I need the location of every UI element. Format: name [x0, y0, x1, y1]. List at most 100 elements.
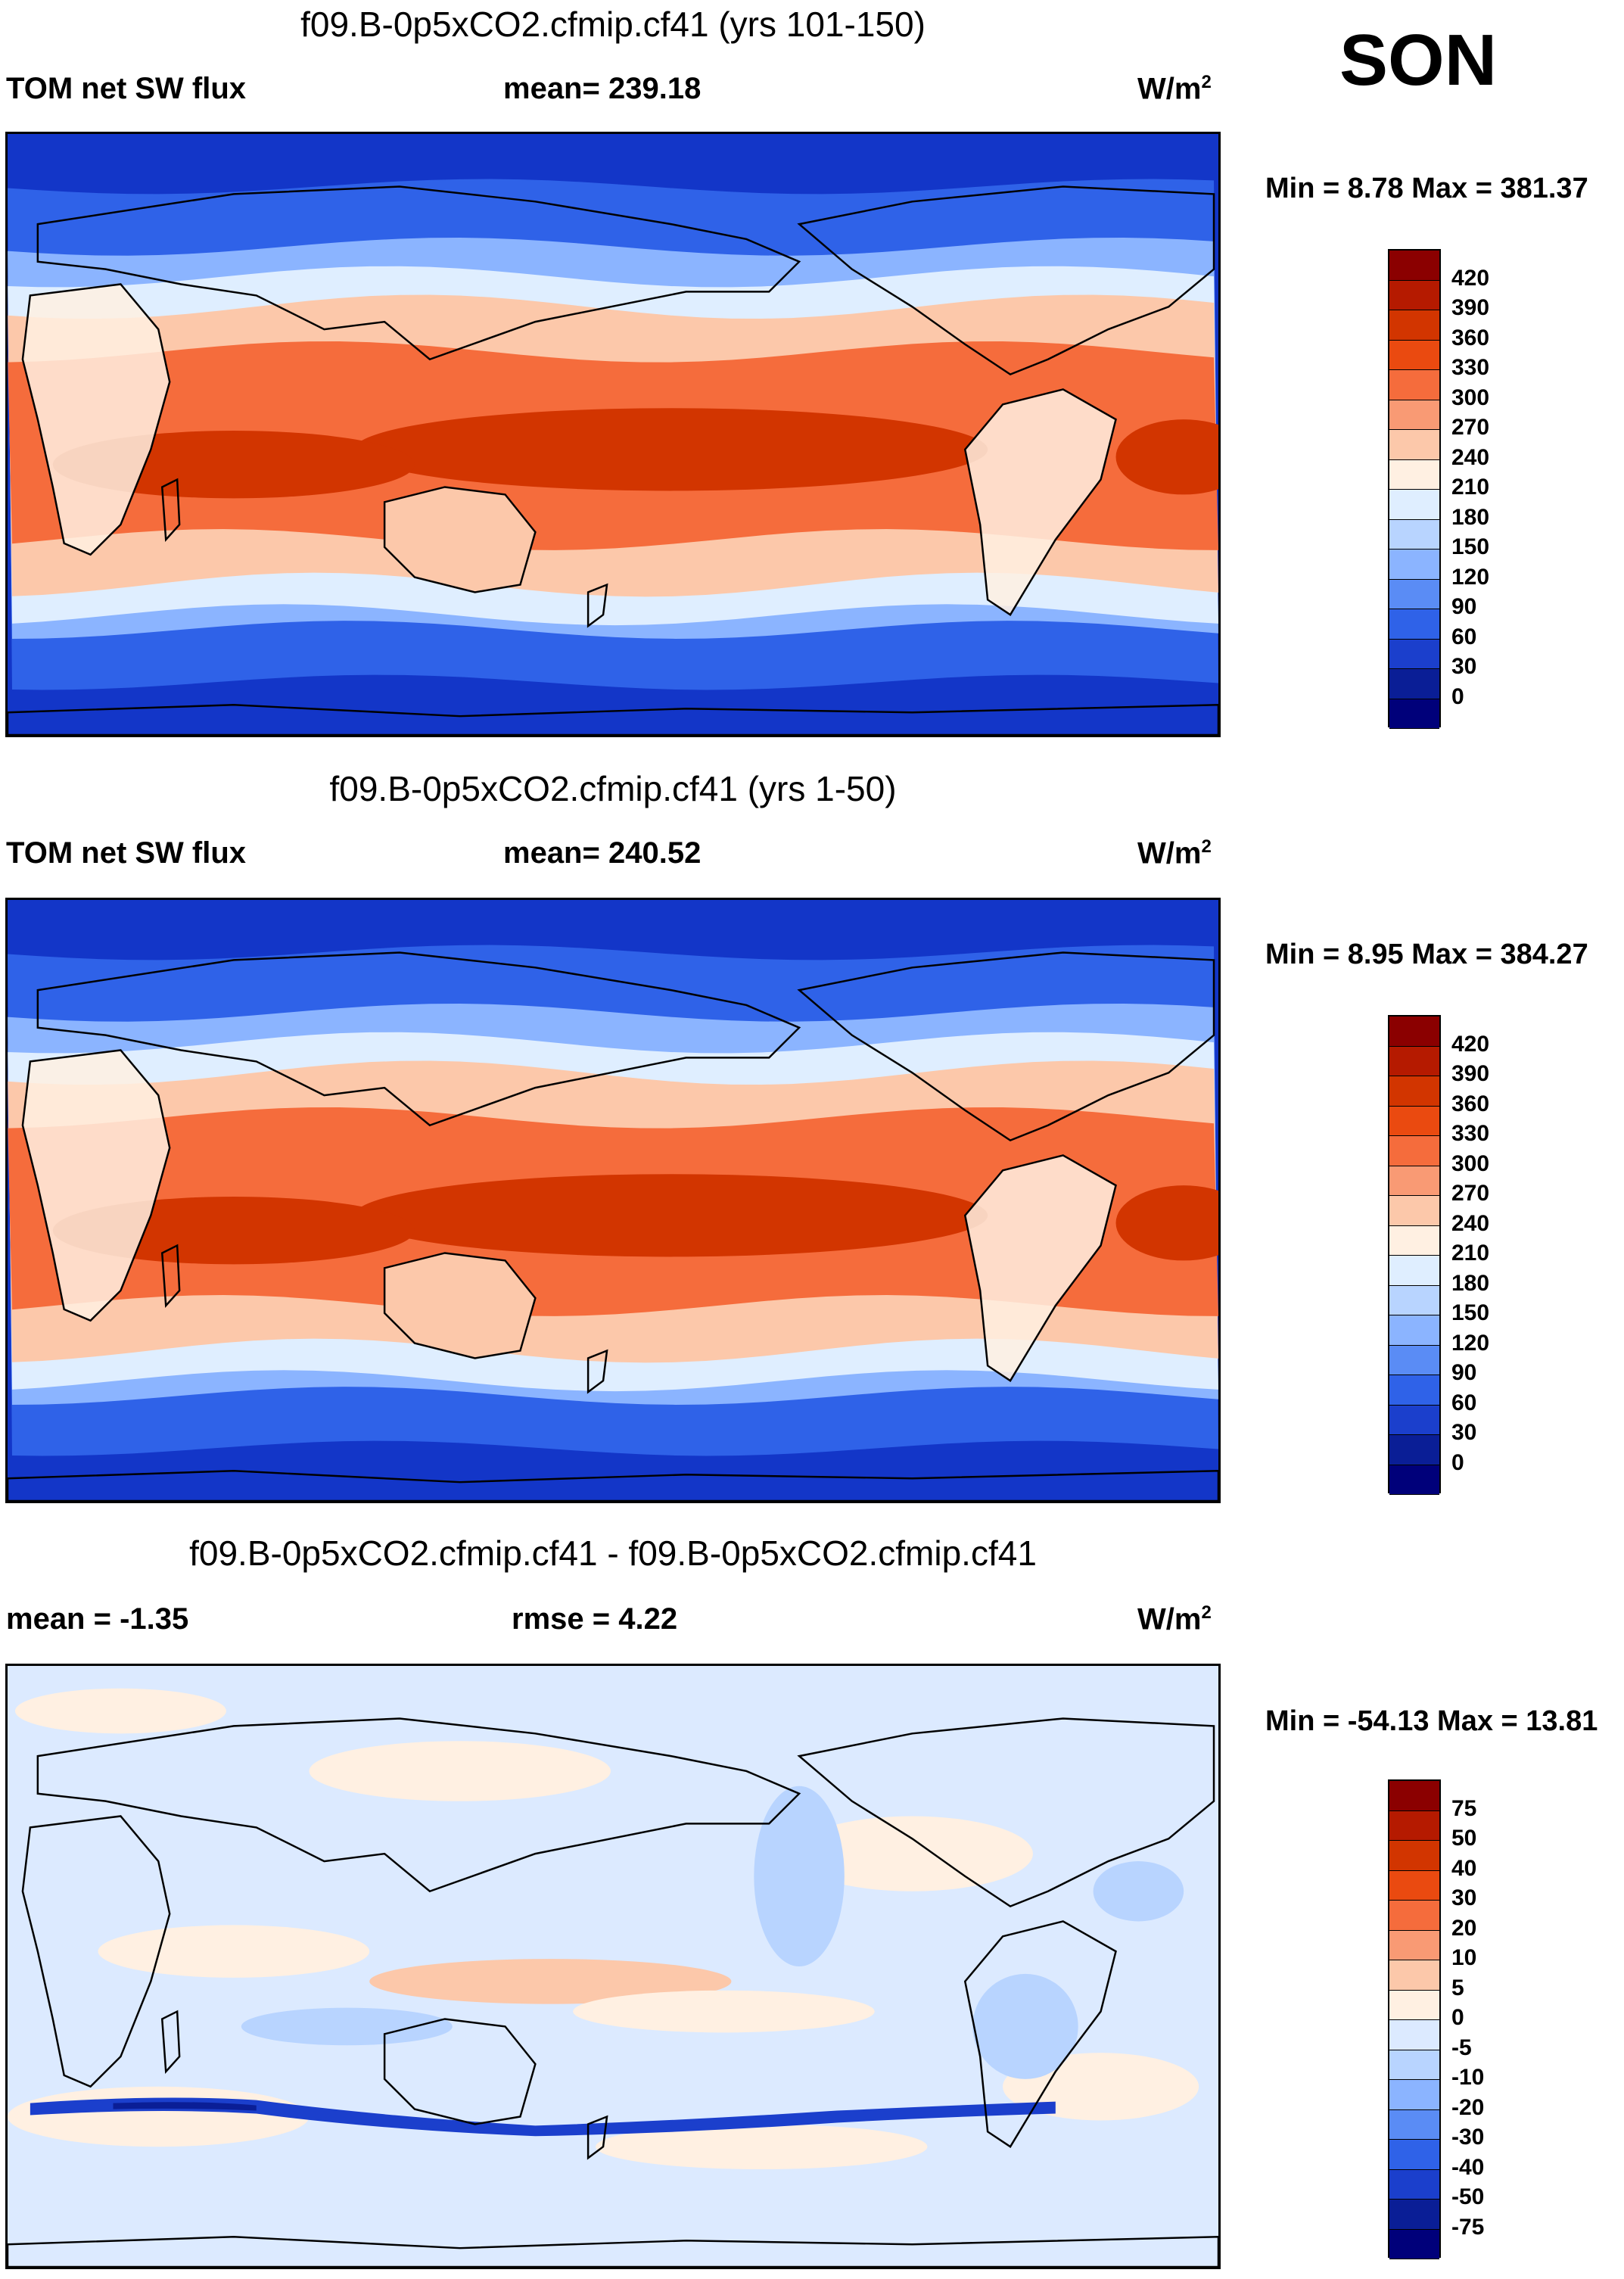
colorbar-box: [1388, 249, 1441, 729]
colorbar-segment: [1389, 1076, 1439, 1107]
coastline: [36, 185, 801, 361]
panel-3-title: f09.B-0p5xCO2.cfmip.cf41 - f09.B-0p5xCO2…: [189, 1533, 1037, 1573]
coastline: [36, 951, 801, 1127]
colorbar-segment: [1389, 1285, 1439, 1315]
coastline: [963, 1920, 1117, 2148]
colorbar-segment: [1389, 609, 1439, 640]
atlantic-maximum: [1115, 1185, 1218, 1261]
colorbar-tick-label: 240: [1451, 1210, 1490, 1236]
panel-2-map: [5, 898, 1221, 1503]
coastline: [797, 185, 1215, 375]
colorbar-segment: [1389, 430, 1439, 460]
colorbar-tick-label: 360: [1451, 1091, 1490, 1116]
colorbar-segment: [1389, 490, 1439, 520]
colorbar-segment: [1389, 550, 1439, 580]
coastline: [21, 1815, 171, 2088]
panel-2-title: f09.B-0p5xCO2.cfmip.cf41 (yrs 1-50): [329, 769, 897, 808]
colorbar-tick-label: 60: [1451, 624, 1477, 649]
colorbar-tick-label: 75: [1451, 1795, 1477, 1821]
colorbar-tick-label: 420: [1451, 1031, 1490, 1057]
panel-3-mean-label: mean = -1.35: [6, 1602, 189, 1636]
panel-2-minmax: Min = 8.95 Max = 384.27: [1265, 939, 1588, 970]
colorbar-tick-label: 360: [1451, 325, 1490, 350]
coastline: [383, 2018, 537, 2125]
colorbar-segment: [1389, 251, 1439, 281]
colorbar-tick-label: -30: [1451, 2125, 1485, 2150]
panel-3-map: [5, 1664, 1221, 2269]
coastline: [160, 1244, 181, 1308]
panel-1-variable-label: TOM net SW flux: [6, 72, 247, 105]
coastline: [586, 583, 608, 628]
colorbar-segment: [1389, 1225, 1439, 1256]
colorbar-segment: [1389, 699, 1439, 729]
colorbar-tick-label: 60: [1451, 1390, 1477, 1415]
colorbar-segment: [1389, 400, 1439, 430]
colorbar-tick-label: 180: [1451, 504, 1490, 530]
colorbar-segment: [1389, 1810, 1439, 1841]
colorbar-segment: [1389, 2140, 1439, 2170]
colorbar-tick-label: 10: [1451, 1945, 1477, 1970]
anomaly-region: [8, 2086, 310, 2147]
colorbar-segment: [1389, 1256, 1439, 1286]
colorbar-tick-label: 30: [1451, 1420, 1477, 1445]
colorbar-segment: [1389, 2020, 1439, 2050]
colorbar-segment: [1389, 280, 1439, 310]
atlantic-maximum: [1115, 419, 1218, 495]
panel-1-mean-label: mean= 239.18: [503, 72, 702, 105]
colorbar-segment: [1389, 579, 1439, 609]
colorbar-tick-label: 330: [1451, 1121, 1490, 1146]
colorbar-segment: [1389, 2229, 1439, 2259]
colorbar-tick-label: -40: [1451, 2154, 1485, 2180]
southern-ocean-negative-band: [30, 2097, 1056, 2137]
panel-3-units: W/m2: [1137, 1602, 1212, 1636]
anomaly-region: [596, 2124, 928, 2169]
africa-land: [22, 284, 170, 555]
colorbar-tick-label: 270: [1451, 1181, 1490, 1206]
colorbar-tick-label: 300: [1451, 1150, 1490, 1176]
colorbar-tick-label: 5: [1451, 1975, 1464, 2000]
colorbar-tick-label: 40: [1451, 1855, 1477, 1881]
colorbar-tick-label: 30: [1451, 1885, 1477, 1910]
colorbar-tick-label: 50: [1451, 1826, 1477, 1851]
colorbar-segment: [1389, 1901, 1439, 1931]
colorbar-tick-label: 390: [1451, 295, 1490, 320]
colorbar-segment: [1389, 1960, 1439, 1991]
coastlines: [8, 185, 1218, 735]
colorbar-segment: [1389, 1930, 1439, 1960]
colorbar-segment: [1389, 1196, 1439, 1226]
panel-2-mean-label: mean= 240.52: [503, 836, 702, 870]
colorbar-tick-label: 120: [1451, 1330, 1490, 1356]
coastline: [8, 2236, 1218, 2267]
colorbar-tick-label: 330: [1451, 355, 1490, 380]
anomaly-region: [754, 1786, 845, 1966]
season-label: SON: [1339, 20, 1498, 101]
colorbar-segment: [1389, 1136, 1439, 1166]
colorbar-tick-label: 210: [1451, 1241, 1490, 1266]
south-america-land: [965, 1155, 1116, 1381]
coastline: [160, 2010, 181, 2074]
colorbar-segment: [1389, 1315, 1439, 1346]
panel-3-rmse-label: rmse = 4.22: [512, 1602, 678, 1636]
coastline: [21, 283, 171, 556]
coastline: [8, 1470, 1218, 1501]
coastline: [36, 1717, 801, 1893]
colorbar-tick-label: -75: [1451, 2214, 1485, 2240]
colorbar-segment: [1389, 2109, 1439, 2140]
colorbar-segment: [1389, 1375, 1439, 1406]
colorbar-tick-label: 90: [1451, 594, 1477, 619]
anomaly-region: [369, 1959, 732, 2004]
panel-2-variable-label: TOM net SW flux: [6, 836, 247, 870]
colorbar-tick-label: 0: [1451, 2005, 1464, 2030]
anomaly-region: [241, 2007, 453, 2046]
colorbar-segment: [1389, 1990, 1439, 2020]
anomaly-region: [309, 1741, 611, 1801]
coastline: [963, 1154, 1117, 1382]
colorbar-tick-label: 150: [1451, 534, 1490, 559]
australia-land: [384, 1253, 536, 1359]
map-canvas: [8, 1666, 1218, 2267]
colorbar-segment: [1389, 1166, 1439, 1196]
colorbar-tick-label: 240: [1451, 444, 1490, 470]
colorbar-box: [1388, 1779, 1441, 2259]
colorbar-segment: [1389, 1841, 1439, 1871]
coastline: [586, 2115, 608, 2160]
